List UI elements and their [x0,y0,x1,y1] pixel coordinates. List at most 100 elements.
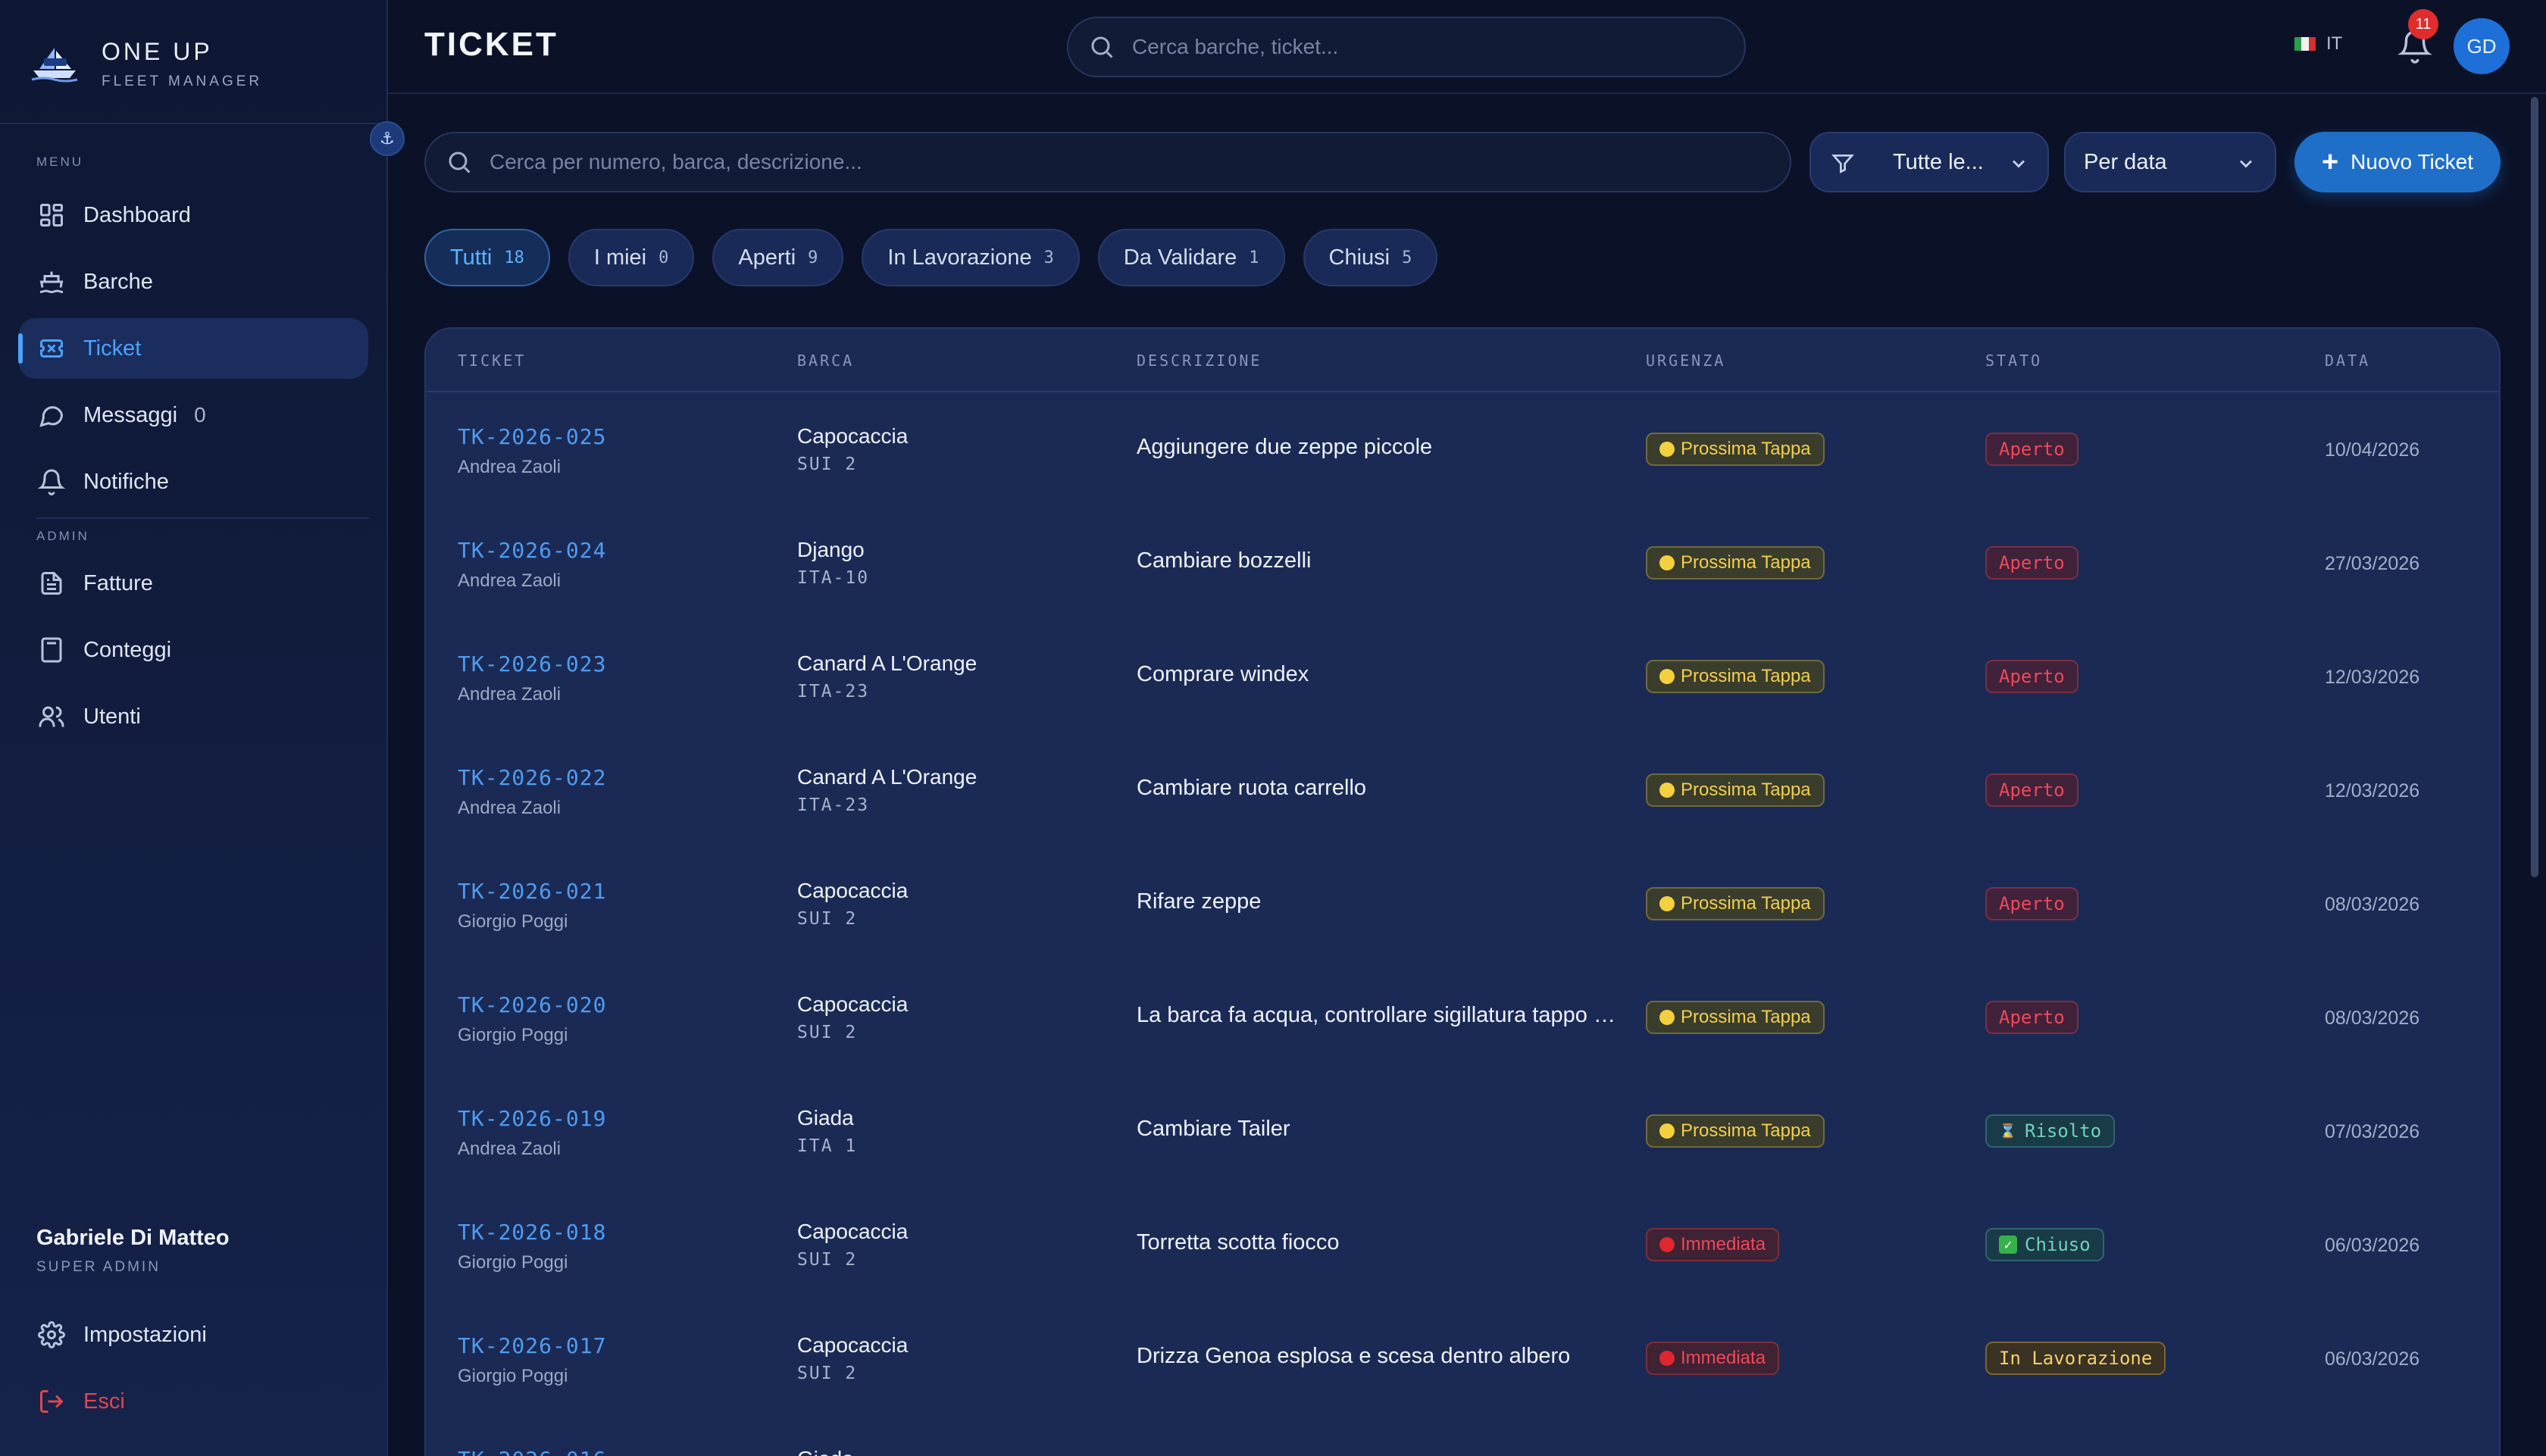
urgency-dot-icon [1659,555,1675,570]
column-header[interactable]: DATA [2325,352,2371,370]
ticket-id[interactable]: TK-2026-016 [458,1447,606,1456]
boat-cell: Canard A L'Orange ITA-23 [797,765,977,815]
boat-name: Canard A L'Orange [797,651,977,675]
user-role: SUPER ADMIN [36,1259,161,1275]
boat-name: Canard A L'Orange [797,765,977,789]
table-row[interactable]: TK-2026-022 Andrea Zaoli Canard A L'Orange… [426,733,2499,847]
tab-count: 3 [1043,248,1054,267]
status-label: Aperto [1999,439,2065,460]
global-search-input[interactable] [1132,35,1744,59]
tab-aperti[interactable]: Aperti 9 [712,229,844,286]
status-label: Aperto [1999,1007,2065,1028]
table-row[interactable]: TK-2026-024 Andrea Zaoli Django ITA-10 Cambi… [426,506,2499,620]
ticket-description: Cambiare Tailer [1137,1117,1290,1141]
ticket-icon [36,333,67,364]
sort-select[interactable]: Per data [2064,132,2276,192]
ticket-id[interactable]: TK-2026-019 [458,1106,607,1131]
ticket-search[interactable] [424,132,1791,192]
column-header[interactable]: DESCRIZIONE [1137,352,1262,370]
tab-label: In Lavorazione [887,245,1032,270]
table-row[interactable]: TK-2026-025 Andrea Zaoli Capocaccia SUI 2 Ag… [426,392,2499,506]
ticket-cell: TK-2026-020 Giorgio Poggi [458,992,606,1046]
column-header[interactable]: TICKET [458,352,527,370]
sidebar-item-conteggi[interactable]: Conteggi [18,620,368,680]
urgency-label: Prossima Tappa [1681,439,1811,459]
status-label: Aperto [1999,893,2065,914]
urgency-dot-icon [1659,896,1675,911]
column-header[interactable]: URGENZA [1646,352,1726,370]
urgency-dot-icon [1659,1123,1675,1139]
sidebar-item-dashboard[interactable]: Dashboard [18,185,368,245]
ticket-cell: TK-2026-017 Giorgio Poggi [458,1333,606,1387]
sidebar-item-messaggi[interactable]: Messaggi 0 [18,385,368,445]
status-label: In Lavorazione [1999,1348,2153,1369]
sail-number: SUI 2 [797,1364,858,1383]
sidebar-item-fatture[interactable]: Fatture [18,553,368,614]
ticket-search-input[interactable] [489,150,1790,174]
sail-number: SUI 2 [797,1023,858,1042]
ticket-id[interactable]: TK-2026-022 [458,765,607,790]
sidebar-item-label: Notifiche [83,469,169,494]
urgency-cell: Prossima Tappa [1646,1114,1825,1148]
ticket-id[interactable]: TK-2026-025 [458,424,607,449]
ticket-id[interactable]: TK-2026-023 [458,651,607,676]
ticket-cell: TK-2026-022 Andrea Zaoli [458,765,606,819]
brand[interactable]: ONE UP FLEET MANAGER [29,33,262,94]
scrollbar[interactable] [2531,97,2538,877]
boat-name: Giada [797,1447,854,1456]
status-cell: Aperto [1985,546,2078,580]
language-selector[interactable]: IT [2294,33,2342,55]
table-row[interactable]: TK-2026-018 Giorgio Poggi Capocaccia SUI 2 T… [426,1188,2499,1301]
boat-cell: Capocaccia SUI 2 [797,1333,908,1383]
urgency-cell: Prossima Tappa [1646,887,1825,920]
tab-label: Aperti [738,245,796,270]
sidebar-item-utenti[interactable]: Utenti [18,686,368,747]
status-label: Aperto [1999,780,2065,801]
filter-select[interactable]: Tutte le... [1809,132,2049,192]
tab-chiusi[interactable]: Chiusi 5 [1303,229,1438,286]
status-label: Aperto [1999,552,2065,573]
sidebar-item-barche[interactable]: Barche [18,252,368,312]
urgency-label: Immediata [1681,1348,1766,1368]
new-ticket-button[interactable]: + Nuovo Ticket [2294,132,2501,192]
ticket-id[interactable]: TK-2026-018 [458,1220,607,1245]
boat-cell: Capocaccia SUI 2 [797,879,908,929]
sail-number: SUI 2 [797,1250,858,1270]
tab-i-miei[interactable]: I miei 0 [568,229,695,286]
table-row[interactable]: TK-2026-020 Giorgio Poggi Capocaccia SUI 2 L… [426,961,2499,1074]
boat-name: Capocaccia [797,1333,909,1357]
table-row[interactable]: TK-2026-023 Andrea Zaoli Canard A L'Orange… [426,620,2499,733]
sidebar-item-ticket[interactable]: Ticket [18,318,368,379]
ticket-id[interactable]: TK-2026-020 [458,992,607,1017]
sidebar-item-label: Barche [83,269,153,294]
tab-in-lavorazione[interactable]: In Lavorazione 3 [862,229,1080,286]
user-name: Gabriele Di Matteo [36,1226,230,1250]
avatar[interactable]: GD [2454,18,2510,74]
column-header[interactable]: STATO [1985,352,2043,370]
urgency-label: Prossima Tappa [1681,893,1811,914]
status-badge: Aperto [1985,773,2078,807]
ticket-id[interactable]: TK-2026-024 [458,538,607,563]
anchor-icon[interactable]: ⚓ [370,121,405,156]
sail-number: ITA 1 [797,1136,858,1156]
tab-tutti[interactable]: Tutti 18 [424,229,550,286]
column-header[interactable]: BARCA [797,352,855,370]
table-row[interactable]: TK-2026-019 Andrea Zaoli Giada ITA 1 Cambiar… [426,1074,2499,1188]
table-row[interactable]: TK-2026-016 Giada [426,1415,2499,1456]
ticket-id[interactable]: TK-2026-017 [458,1333,607,1358]
logout-button[interactable]: Esci [18,1371,368,1432]
sidebar-item-impostazioni[interactable]: Impostazioni [18,1304,368,1365]
table-row[interactable]: TK-2026-021 Giorgio Poggi Capocaccia SUI 2 R… [426,847,2499,961]
new-ticket-label: Nuovo Ticket [2351,150,2474,173]
status-badge: Aperto [1985,660,2078,693]
sidebar-item-notifiche[interactable]: Notifiche [18,451,368,512]
invoice-icon [36,568,67,598]
ticket-cell: TK-2026-021 Giorgio Poggi [458,879,606,933]
boat-logo-icon [31,48,78,83]
global-search[interactable] [1067,17,1746,77]
ticket-author: Giorgio Poggi [458,1025,568,1045]
ticket-id[interactable]: TK-2026-021 [458,879,607,904]
table-row[interactable]: TK-2026-017 Giorgio Poggi Capocaccia SUI 2 D… [426,1301,2499,1415]
boat-icon [36,267,67,297]
tab-da-validare[interactable]: Da Validare 1 [1097,229,1285,286]
